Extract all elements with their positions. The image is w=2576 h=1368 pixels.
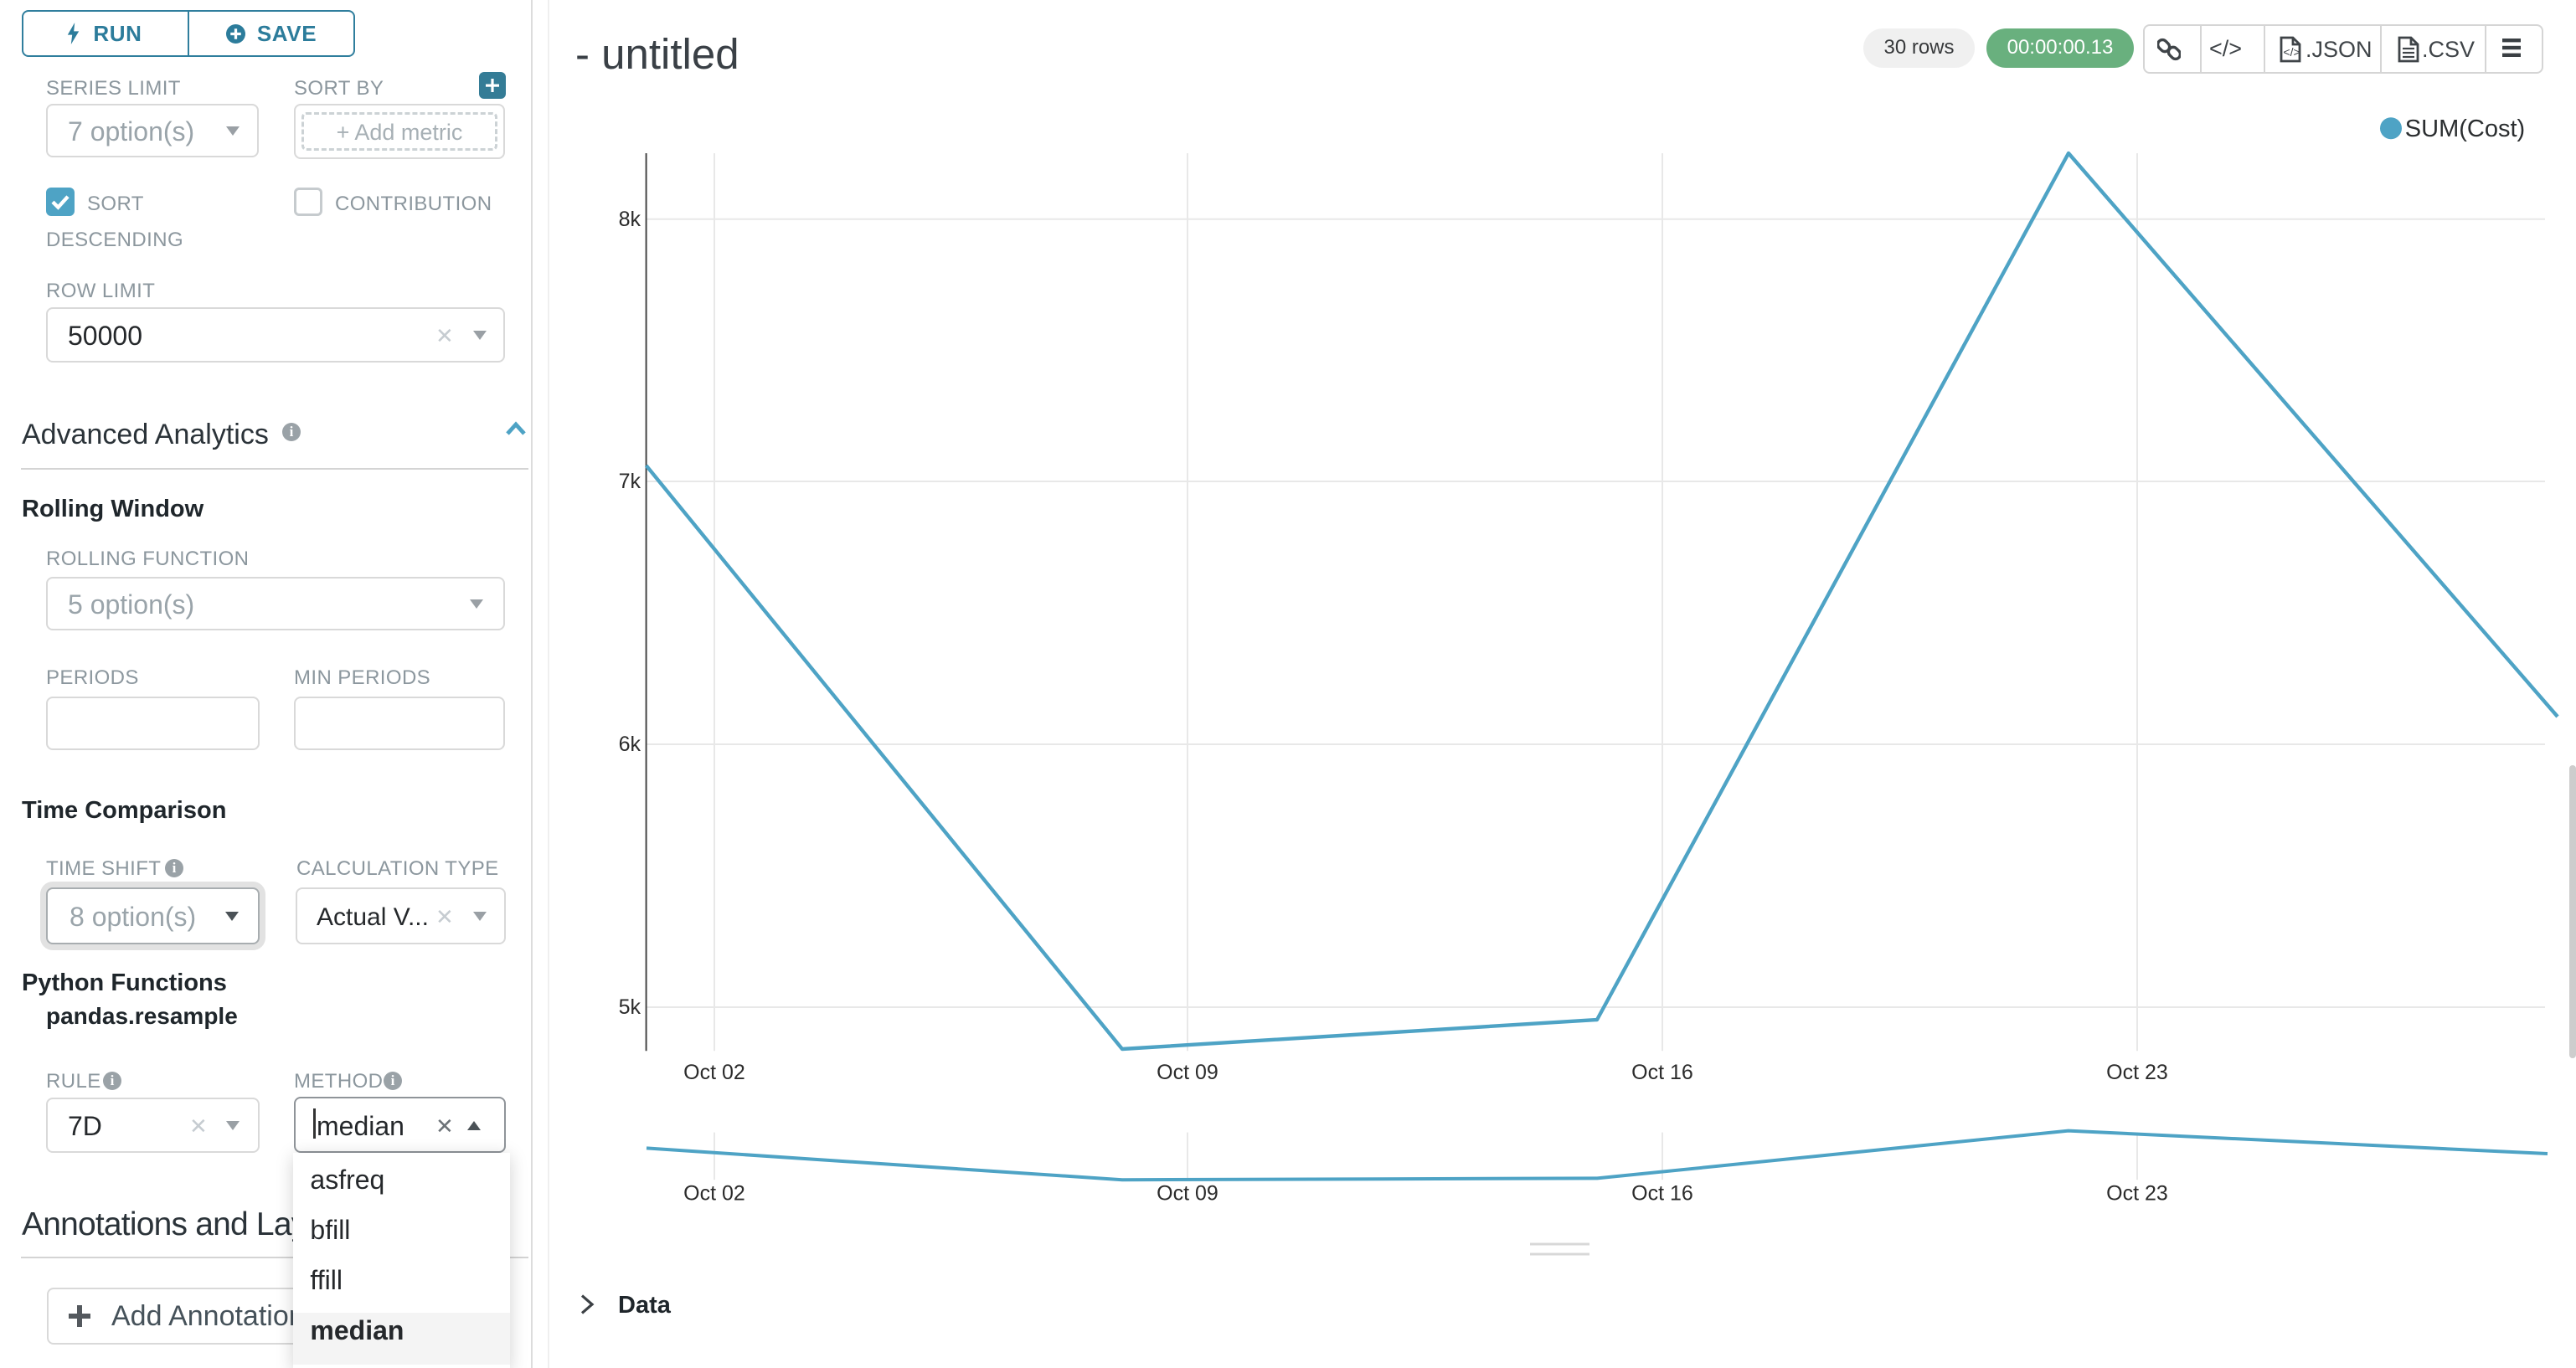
svg-text:Oct 16: Oct 16 <box>1631 1181 1693 1205</box>
svg-text:5k: 5k <box>619 995 641 1019</box>
svg-text:Data: Data <box>618 1292 672 1319</box>
svg-text:8k: 8k <box>619 208 641 231</box>
svg-text:SUM(Cost): SUM(Cost) <box>2405 116 2525 142</box>
svg-text:Oct 23: Oct 23 <box>2106 1181 2168 1205</box>
svg-text:Oct 02: Oct 02 <box>683 1181 745 1205</box>
svg-text:Oct 09: Oct 09 <box>1157 1181 1218 1205</box>
svg-text:7k: 7k <box>619 470 641 493</box>
svg-text:Oct 16: Oct 16 <box>1631 1061 1693 1084</box>
svg-text:Oct 23: Oct 23 <box>2106 1061 2168 1084</box>
svg-text:Oct 09: Oct 09 <box>1157 1061 1218 1084</box>
svg-text:6k: 6k <box>619 733 641 756</box>
svg-text:Oct 02: Oct 02 <box>683 1061 745 1084</box>
svg-text:</>: </> <box>2283 45 2300 59</box>
